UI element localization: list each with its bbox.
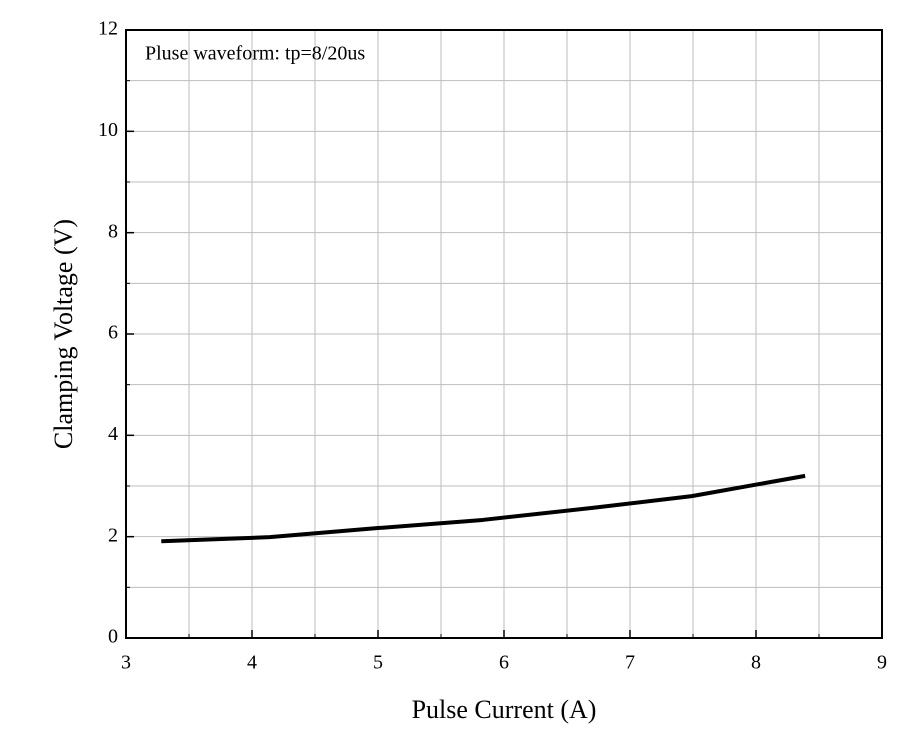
y-tick-label: 12: [98, 18, 118, 40]
annotation: Pluse waveform: tp=8/20us: [145, 43, 365, 65]
x-tick-label: 3: [121, 652, 131, 674]
x-tick-label: 8: [751, 652, 761, 674]
x-tick-label: 5: [373, 652, 383, 674]
x-tick-label: 6: [499, 652, 509, 674]
x-tick-label: 4: [247, 652, 257, 674]
data-line: [161, 473, 806, 544]
x-tick-label: 7: [625, 652, 635, 674]
y-tick-label: 0: [108, 626, 118, 648]
y-tick-label: 2: [108, 524, 118, 546]
x-tick-label: 9: [877, 652, 887, 674]
y-axis-label: Clamping Voltage (V): [49, 219, 78, 449]
x-axis-label: Pulse Current (A): [412, 695, 597, 724]
y-tick-label: 10: [98, 119, 118, 141]
y-tick-label: 6: [108, 322, 118, 344]
y-tick-label: 4: [108, 423, 118, 445]
y-tick-label: 8: [108, 220, 118, 242]
